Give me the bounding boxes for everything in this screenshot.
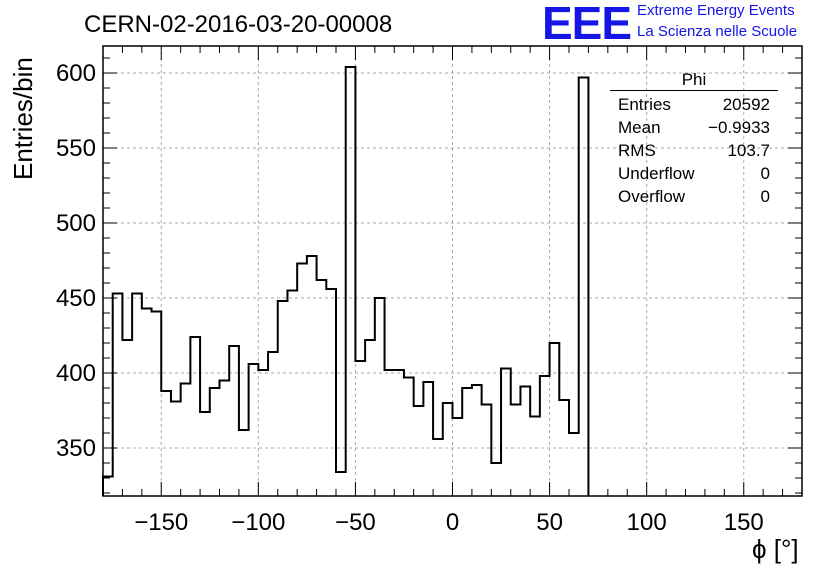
stats-value: 20592 bbox=[722, 95, 770, 114]
x-tick-label: −150 bbox=[134, 509, 188, 536]
y-tick-label: 550 bbox=[56, 135, 96, 162]
stats-label: RMS bbox=[618, 141, 656, 160]
stats-label: Overflow bbox=[618, 187, 686, 206]
eee-logo-mark: EEE bbox=[542, 0, 632, 49]
x-axis-label: ϕ [°] bbox=[752, 534, 799, 564]
histogram-series bbox=[102, 66, 590, 496]
y-tick-label: 450 bbox=[56, 285, 96, 312]
stats-label: Entries bbox=[618, 95, 671, 114]
tick-labels: −150 −100 −50 0 50 100 150 350 400 450 500 550 600 bbox=[56, 60, 764, 536]
stats-row-rms: RMS 103.7 bbox=[610, 139, 778, 162]
stats-title: Phi bbox=[610, 70, 778, 91]
plot-frame bbox=[102, 45, 803, 497]
stats-label: Mean bbox=[618, 118, 661, 137]
x-tick-label: 100 bbox=[627, 509, 667, 536]
stats-row-overflow: Overflow 0 bbox=[610, 185, 778, 208]
logo-text-line2: La Scienza nelle Scuole bbox=[637, 23, 798, 40]
stats-value: 0 bbox=[760, 187, 770, 206]
axis-ticks bbox=[102, 46, 803, 496]
stats-value: −0.9933 bbox=[708, 118, 770, 137]
stats-row-mean: Mean −0.9933 bbox=[610, 116, 778, 139]
x-tick-label: −50 bbox=[335, 509, 376, 536]
y-axis-label: Entries/bin bbox=[8, 57, 38, 180]
stats-label: Underflow bbox=[618, 164, 695, 183]
x-tick-label: 50 bbox=[536, 509, 563, 536]
stats-row-underflow: Underflow 0 bbox=[610, 162, 778, 185]
stats-row-entries: Entries 20592 bbox=[610, 93, 778, 116]
y-tick-label: 350 bbox=[56, 435, 96, 462]
logo-text-line1: Extreme Energy Events bbox=[637, 2, 795, 19]
y-tick-label: 600 bbox=[56, 60, 96, 87]
x-tick-label: 150 bbox=[724, 509, 764, 536]
grid-lines bbox=[103, 46, 802, 496]
x-tick-label: −100 bbox=[231, 509, 285, 536]
y-tick-label: 500 bbox=[56, 210, 96, 237]
chart-title: CERN-02-2016-03-20-00008 bbox=[84, 11, 393, 38]
y-tick-label: 400 bbox=[56, 360, 96, 387]
stats-box: Phi Entries 20592 Mean −0.9933 RMS 103.7… bbox=[610, 70, 778, 208]
stats-value: 0 bbox=[760, 164, 770, 183]
x-tick-label: 0 bbox=[446, 509, 459, 536]
stats-value: 103.7 bbox=[727, 141, 770, 160]
